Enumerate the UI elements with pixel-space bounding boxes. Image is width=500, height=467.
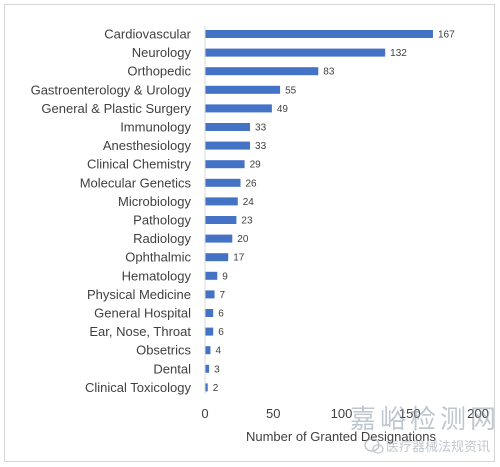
data-label: 83 <box>323 67 335 78</box>
x-axis-title: Number of Granted Designations <box>246 429 437 444</box>
category-label: Physical Medicine <box>87 287 191 302</box>
bar <box>205 141 251 150</box>
category-label: Anesthesiology <box>103 138 192 153</box>
data-label: 17 <box>233 253 245 264</box>
data-label: 3 <box>214 364 220 375</box>
watermark-title: 嘉峪检测网 <box>350 405 500 435</box>
bar <box>205 178 241 187</box>
bar <box>205 309 214 317</box>
data-label: 7 <box>220 290 226 301</box>
data-label: 49 <box>277 104 289 115</box>
bar <box>205 346 211 355</box>
category-label: Molecular Genetics <box>80 175 192 190</box>
category-label: Microbiology <box>118 194 191 209</box>
watermark-subtitle: 医疗器械法规资讯 <box>386 440 490 455</box>
bar <box>205 104 272 113</box>
x-tick-labels: 0 50 100 150 200 <box>201 406 488 421</box>
category-label: General Hospital <box>94 306 191 321</box>
data-label: 4 <box>215 346 221 357</box>
bar <box>205 67 319 76</box>
data-label: 2 <box>213 383 219 394</box>
value-labels: 167 132 83 55 49 33 33 29 26 24 23 20 17 9 7 6 6 4 3 2 <box>213 30 455 394</box>
data-label: 6 <box>218 327 224 338</box>
bar <box>205 123 251 131</box>
category-label: Hematology <box>122 268 192 283</box>
data-label: 9 <box>222 271 228 282</box>
category-label: Ophthalmic <box>125 250 191 265</box>
bar <box>205 30 433 38</box>
data-label: 132 <box>390 48 407 59</box>
bar <box>205 85 281 94</box>
bar <box>205 197 238 206</box>
category-label: Clinical Toxicology <box>85 380 191 395</box>
data-label: 167 <box>438 30 455 41</box>
bar <box>205 290 215 299</box>
x-tick-label: 150 <box>399 406 421 421</box>
bar <box>205 271 218 280</box>
data-label: 33 <box>255 141 267 152</box>
data-label: 29 <box>250 160 262 171</box>
x-tick-label: 100 <box>331 406 353 421</box>
bars-layer <box>205 30 433 392</box>
bar <box>205 253 229 262</box>
category-label: Cardiovascular <box>104 27 191 42</box>
bar <box>205 327 214 336</box>
category-label: Obsetrics <box>136 343 191 358</box>
wechat-icon <box>364 438 384 454</box>
category-label: Dental <box>153 361 191 376</box>
category-labels: Cardiovascular Neurology Orthopedic Gastroe… <box>31 27 192 395</box>
category-label: Gastroenterology & Urology <box>31 82 192 97</box>
data-label: 33 <box>255 123 267 134</box>
data-label: 55 <box>285 85 297 96</box>
category-label: Orthopedic <box>127 64 191 79</box>
watermark: 嘉峪检测网 医疗器械法规资讯 <box>350 405 500 455</box>
category-label: Ear, Nose, Throat <box>89 324 191 339</box>
category-label: Pathology <box>133 213 191 228</box>
data-label: 23 <box>241 216 253 227</box>
category-label: Neurology <box>132 45 192 60</box>
bar <box>205 234 233 243</box>
category-label: General & Plastic Surgery <box>41 101 191 116</box>
category-label: Clinical Chemistry <box>87 157 192 172</box>
data-label: 6 <box>218 309 224 320</box>
x-tick-label: 0 <box>201 406 208 421</box>
category-label: Immunology <box>120 120 191 135</box>
bar <box>205 160 245 169</box>
data-label: 24 <box>243 197 255 208</box>
x-tick-label: 200 <box>467 406 489 421</box>
x-tick-label: 50 <box>266 406 280 421</box>
bar <box>205 364 210 373</box>
bar <box>205 48 386 57</box>
category-label: Radiology <box>133 231 191 246</box>
data-label: 26 <box>245 178 257 189</box>
bar <box>205 383 208 392</box>
chart-frame <box>4 4 495 462</box>
data-label: 20 <box>237 234 249 245</box>
bar <box>205 216 237 224</box>
